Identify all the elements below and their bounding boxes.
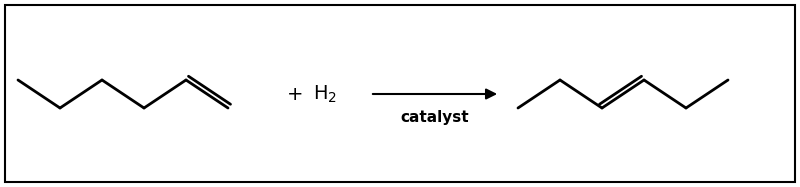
Text: catalyst: catalyst <box>401 110 470 125</box>
Text: +: + <box>286 85 303 103</box>
Text: $\mathregular{H_2}$: $\mathregular{H_2}$ <box>313 83 337 105</box>
